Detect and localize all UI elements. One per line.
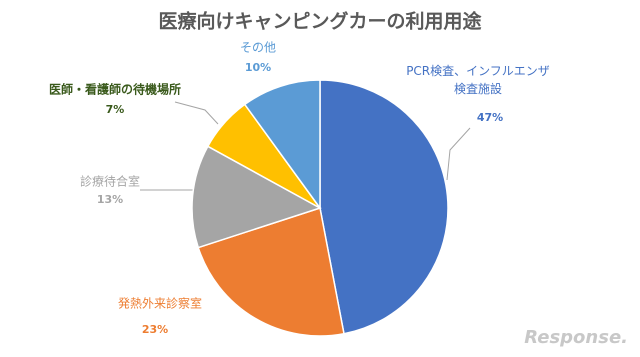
chart-title: 医療向けキャンピングカーの利用用途 bbox=[158, 10, 482, 33]
value-label: 7% bbox=[106, 103, 125, 116]
value-label: 10% bbox=[245, 61, 271, 74]
value-label: 13% bbox=[97, 193, 123, 206]
pie-slice bbox=[197, 207, 345, 337]
slice-label: 診療待合室 bbox=[80, 174, 140, 189]
leader-line bbox=[174, 101, 219, 125]
slice-label: 発熱外来診察室 bbox=[118, 296, 202, 311]
slice-label: その他 bbox=[240, 41, 276, 55]
watermark: Response. bbox=[524, 327, 628, 348]
pie-slice bbox=[191, 145, 322, 249]
pie-slice bbox=[243, 79, 321, 211]
leader-lines bbox=[140, 101, 471, 191]
value-label: 47% bbox=[477, 111, 503, 124]
slice-label: 医師・看護師の待機場所 bbox=[49, 82, 181, 97]
pie-slice bbox=[319, 79, 449, 335]
value-label: 23% bbox=[142, 323, 168, 336]
slice-label: PCR検査、インフルエンザ検査施設 bbox=[406, 64, 550, 96]
leader-line bbox=[446, 127, 471, 181]
